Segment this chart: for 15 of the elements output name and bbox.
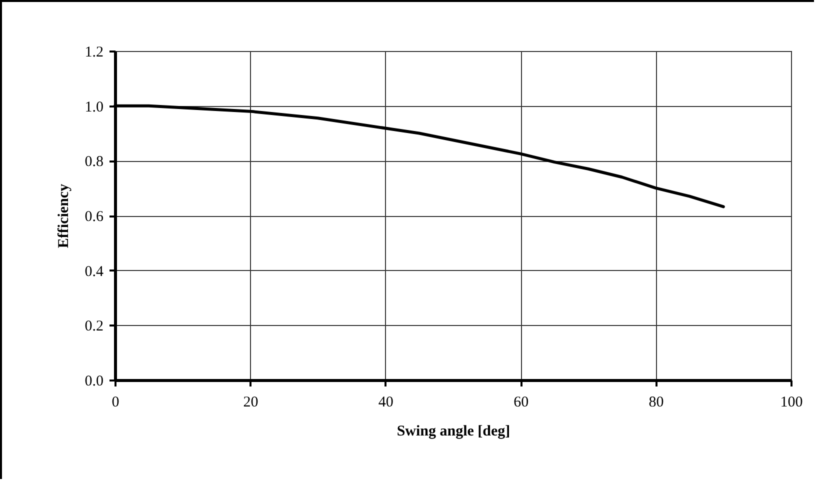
x-axis-title: Swing angle [deg] — [396, 424, 510, 440]
y-tick-label: 1.0 — [84, 99, 104, 116]
y-axis-title: Efficiency — [56, 183, 72, 248]
y-tick-label: 0.8 — [84, 154, 104, 170]
x-tick-label: 40 — [378, 394, 394, 410]
y-tick-label: 0.0 — [84, 374, 104, 390]
x-tick-label: 0 — [112, 394, 120, 410]
y-tick-label: 1.2 — [84, 44, 104, 60]
x-tick-label: 20 — [243, 394, 258, 410]
x-tick-label: 100 — [780, 394, 803, 410]
y-tick-label: 0.4 — [84, 264, 104, 280]
x-tick-label: 80 — [648, 394, 664, 410]
y-tick-label: 0.6 — [84, 209, 104, 225]
x-tick-label: 60 — [514, 394, 529, 410]
y-tick-label: 0.2 — [84, 318, 104, 335]
